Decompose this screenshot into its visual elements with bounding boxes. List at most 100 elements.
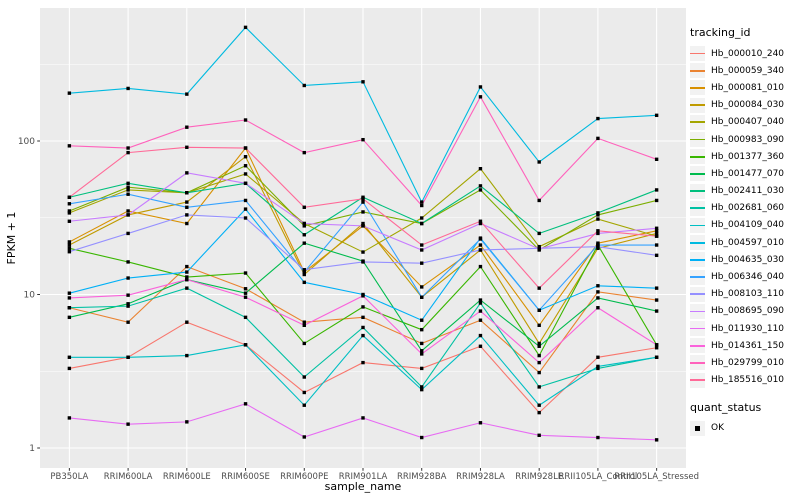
x-axis-title: sample_name (325, 480, 402, 493)
series-color-line-icon (690, 276, 705, 278)
legend-item: Hb_011930_110 (690, 320, 798, 337)
series-color-line-icon (690, 155, 705, 158)
legend-key (690, 372, 705, 388)
series-points (67, 171, 659, 252)
legend-key (690, 80, 705, 96)
x-tick-label: RRIM928LA (456, 472, 505, 482)
series-points (67, 277, 659, 365)
legend-item: Hb_002411_030 (690, 183, 798, 200)
legend-item-label: Hb_000084_030 (711, 100, 785, 111)
legend-item-label: Hb_002411_030 (711, 186, 785, 197)
series-color-line-icon (690, 87, 705, 89)
x-tick-label: RRIM901LA (339, 472, 388, 482)
series-points (67, 333, 659, 407)
series-color-line-icon (690, 69, 705, 72)
legend-item: Hb_000081_010 (690, 79, 798, 96)
axes: 1 10 100 PB350LA RRIM600LA RRIM600LE RRIM600SE… (18, 137, 699, 482)
legend-item-label: OK (711, 423, 724, 434)
series-color-line-icon (690, 258, 705, 261)
legend-key (690, 355, 705, 371)
series-color-line-icon (690, 327, 705, 330)
quant-status-legend: quant_status OK (690, 401, 798, 437)
legend-item-label: Hb_002681_060 (711, 203, 785, 214)
filled-square-point-icon (695, 426, 700, 431)
series-color-line-icon (690, 138, 705, 141)
legend-item: Hb_008103_110 (690, 286, 798, 303)
legend-item: Hb_000983_090 (690, 131, 798, 148)
legend-item-label: Hb_029799_010 (711, 357, 785, 368)
x-tick-label: RRIM600PE (280, 472, 328, 482)
series-color-line-icon (690, 207, 705, 210)
legend-key (690, 97, 705, 113)
legend-item-label: Hb_008695_090 (711, 306, 785, 317)
quant-legend-title: quant_status (690, 400, 762, 414)
legend-item-label: Hb_014361_150 (711, 340, 785, 351)
series-color-line-icon (690, 241, 705, 244)
y-tick-label: 100 (18, 137, 35, 147)
legend-item: Hb_001377_360 (690, 148, 798, 165)
legend-items: Hb_000010_240 Hb_000059_340 Hb_000081_010 H… (690, 45, 798, 389)
series-points (67, 25, 659, 204)
series-color-line-icon (690, 344, 705, 347)
legend-item: Hb_014361_150 (690, 337, 798, 354)
x-tick-label: PB350LA (50, 472, 88, 482)
legend-item: Hb_001477_070 (690, 165, 798, 182)
legend-item-label: Hb_008103_110 (711, 289, 785, 300)
legend-item-label: Hb_006346_040 (711, 272, 785, 283)
legend-item: Hb_000059_340 (690, 62, 798, 79)
legend-item-label: Hb_001377_360 (711, 151, 785, 162)
legend-item-label: Hb_004109_040 (711, 220, 785, 231)
x-tick-label: RRII105LA_Control (559, 472, 638, 482)
legend-key (690, 132, 705, 148)
y-tick-label: 1 (29, 444, 35, 454)
legend: tracking_id Hb_000010_240 Hb_000059_340 Hb… (690, 26, 798, 437)
legend-item: OK (690, 420, 798, 437)
legend-item: Hb_002681_060 (690, 200, 798, 217)
legend-item: Hb_004597_010 (690, 234, 798, 251)
series-color-line-icon (690, 310, 705, 313)
legend-key (690, 200, 705, 216)
legend-item-label: Hb_004597_010 (711, 237, 785, 248)
legend-item-label: Hb_185516_010 (711, 375, 785, 386)
legend-item: Hb_000084_030 (690, 97, 798, 114)
series-color-line-icon (690, 362, 705, 364)
legend-key (690, 217, 705, 233)
series-color-line-icon (690, 293, 705, 296)
legend-key (690, 114, 705, 130)
series-color-line-icon (690, 52, 705, 55)
legend-key (690, 303, 705, 319)
legend-key (690, 183, 705, 199)
legend-item-label: Hb_004635_030 (711, 254, 785, 265)
series-points (67, 95, 659, 208)
legend-item: Hb_004635_030 (690, 251, 798, 268)
legend-item: Hb_000010_240 (690, 45, 798, 62)
legend-item-label: Hb_011930_110 (711, 323, 785, 334)
legend-item-label: Hb_000407_040 (711, 117, 785, 128)
legend-key (690, 63, 705, 79)
legend-item-label: Hb_000059_340 (711, 65, 785, 76)
series-color-line-icon (690, 224, 705, 227)
legend-key (690, 269, 705, 285)
legend-item: Hb_006346_040 (690, 268, 798, 285)
legend-item-label: Hb_000010_240 (711, 48, 785, 59)
legend-key (690, 149, 705, 165)
series-color-line-icon (690, 379, 705, 382)
legend-item: Hb_000407_040 (690, 114, 798, 131)
series-color-line-icon (690, 190, 705, 192)
legend-item-label: Hb_001477_070 (711, 168, 785, 179)
series-color-line-icon (690, 121, 705, 124)
x-tick-label: RRIM600LA (104, 472, 153, 482)
legend-key (690, 286, 705, 302)
x-tick-label: RRIM600SE (221, 472, 270, 482)
legend-key (690, 252, 705, 268)
legend-key (690, 321, 705, 337)
x-tick-label: RRIM928BA (397, 472, 447, 482)
series-points (67, 145, 659, 290)
legend-item: Hb_004109_040 (690, 217, 798, 234)
legend-key (690, 235, 705, 251)
x-tick-label: RRIM928LE (515, 472, 563, 482)
legend-key (690, 166, 705, 182)
x-tick-label: RRII105LA_Stressed (614, 472, 699, 482)
